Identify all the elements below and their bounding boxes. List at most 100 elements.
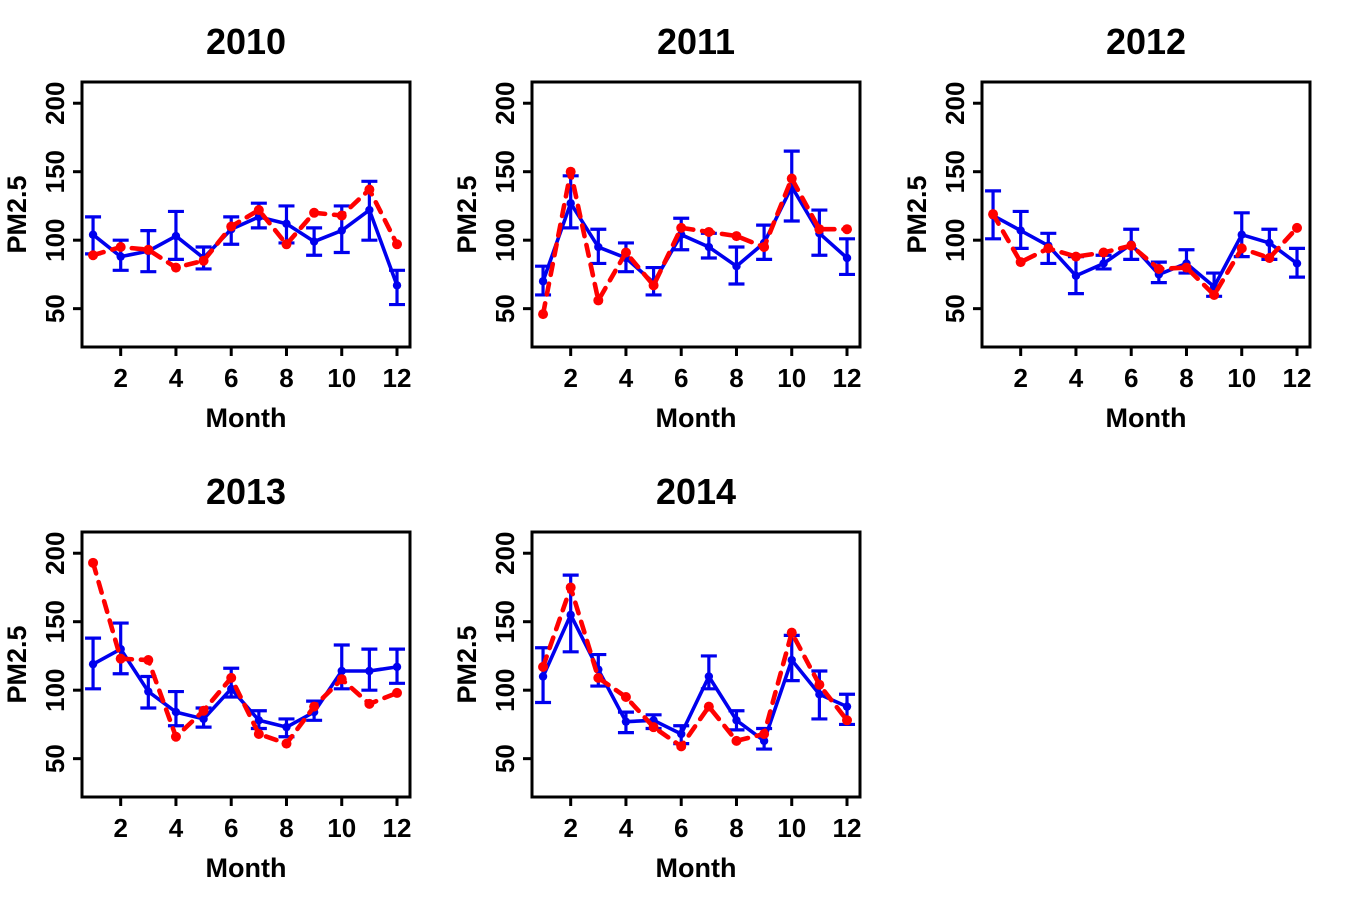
data-point <box>1153 263 1164 274</box>
data-point <box>199 714 208 724</box>
series-line <box>541 184 849 285</box>
x-tick-label: 8 <box>729 813 743 843</box>
y-tick-label: 100 <box>490 218 520 261</box>
x-tick-label: 4 <box>619 363 634 393</box>
data-point <box>842 224 853 235</box>
data-point <box>677 729 686 739</box>
series-solid_blue_with_errorbars <box>535 149 856 297</box>
x-axis-label: Month <box>656 853 737 883</box>
axis-box <box>80 80 412 349</box>
data-point <box>786 173 797 184</box>
data-point <box>620 692 631 703</box>
data-point <box>392 281 402 290</box>
y-tick-label: 100 <box>40 218 70 261</box>
data-point <box>253 205 264 216</box>
x-tick-label: 4 <box>169 813 184 843</box>
data-point <box>365 205 374 215</box>
data-point <box>365 666 374 676</box>
y-tick-label: 200 <box>40 532 70 575</box>
data-point <box>1237 230 1246 239</box>
data-point <box>171 707 181 717</box>
data-point <box>171 231 181 241</box>
x-tick-label: 12 <box>833 363 862 393</box>
panel-title: 2014 <box>656 471 736 512</box>
y-tick-label: 50 <box>490 744 520 773</box>
x-tick-label: 2 <box>113 363 127 393</box>
data-point <box>88 250 99 261</box>
data-point <box>759 729 770 740</box>
x-tick-label: 8 <box>729 363 743 393</box>
data-point <box>1043 243 1054 254</box>
data-point <box>787 655 796 665</box>
x-axis-label: Month <box>1106 403 1187 433</box>
data-point <box>281 738 292 749</box>
chart-panel-2014: 2014 2 4 6 8 10 12 50 100 150 200 Month PM2.5 <box>452 471 862 883</box>
data-point <box>115 653 126 664</box>
chart-panel-2010: 2010 2 4 6 8 10 12 50 100 150 200 Month PM2.5 <box>2 21 412 433</box>
x-tick-label: 12 <box>1283 363 1312 393</box>
data-point <box>392 239 403 250</box>
data-point <box>336 210 347 221</box>
data-point <box>116 252 125 261</box>
data-point <box>254 716 264 725</box>
data-point <box>392 662 402 672</box>
axis-box <box>530 80 862 349</box>
series-line <box>541 613 849 743</box>
data-point <box>227 684 236 694</box>
data-point <box>364 698 375 709</box>
data-point <box>1015 257 1026 268</box>
data-point <box>732 261 741 271</box>
data-point <box>1265 238 1274 248</box>
data-point <box>648 280 659 291</box>
y-tick-label: 150 <box>40 150 70 193</box>
data-point <box>842 715 853 726</box>
y-axis-label: PM2.5 <box>452 175 482 253</box>
x-tick-label: 10 <box>327 363 356 393</box>
x-tick-label: 2 <box>1013 363 1027 393</box>
data-point <box>593 295 604 306</box>
data-point <box>170 731 181 742</box>
x-axis-label: Month <box>206 853 287 883</box>
data-point <box>814 224 825 235</box>
y-tick-label: 100 <box>490 668 520 711</box>
data-point <box>1236 243 1247 254</box>
panel-title: 2010 <box>206 21 286 62</box>
panel-title: 2011 <box>657 21 735 62</box>
data-point <box>566 610 575 620</box>
y-tick-label: 50 <box>490 294 520 323</box>
data-point <box>538 277 548 286</box>
data-point <box>731 231 742 242</box>
y-tick-label: 150 <box>490 150 520 193</box>
data-point <box>198 255 209 266</box>
data-point <box>676 222 687 233</box>
data-point <box>565 166 576 177</box>
x-tick-label: 4 <box>1069 363 1084 393</box>
chart-panel-2013: 2013 2 4 6 8 10 12 50 100 150 200 Month PM2.5 <box>2 471 412 883</box>
data-point <box>115 242 126 253</box>
series-solid_blue_with_errorbars <box>535 573 856 751</box>
data-point <box>988 209 999 220</box>
x-tick-label: 10 <box>1227 363 1256 393</box>
series-solid_blue_with_errorbars <box>985 189 1306 298</box>
data-point <box>703 226 714 237</box>
x-tick-label: 6 <box>674 363 688 393</box>
data-point <box>282 219 291 228</box>
y-axis-label: PM2.5 <box>902 175 932 253</box>
series-solid_blue_with_errorbars <box>85 179 406 307</box>
data-point <box>1264 252 1275 263</box>
data-point <box>143 244 154 255</box>
data-point <box>842 702 852 711</box>
data-point <box>253 729 264 740</box>
data-point <box>281 239 292 250</box>
axis-box <box>980 80 1312 349</box>
x-tick-label: 12 <box>383 363 412 393</box>
data-point <box>392 687 403 698</box>
series-dashed_red <box>538 166 853 320</box>
series-dashed_red <box>88 184 403 273</box>
x-tick-label: 10 <box>777 813 806 843</box>
data-point <box>88 659 98 669</box>
data-point <box>88 557 99 568</box>
data-point <box>144 687 153 696</box>
